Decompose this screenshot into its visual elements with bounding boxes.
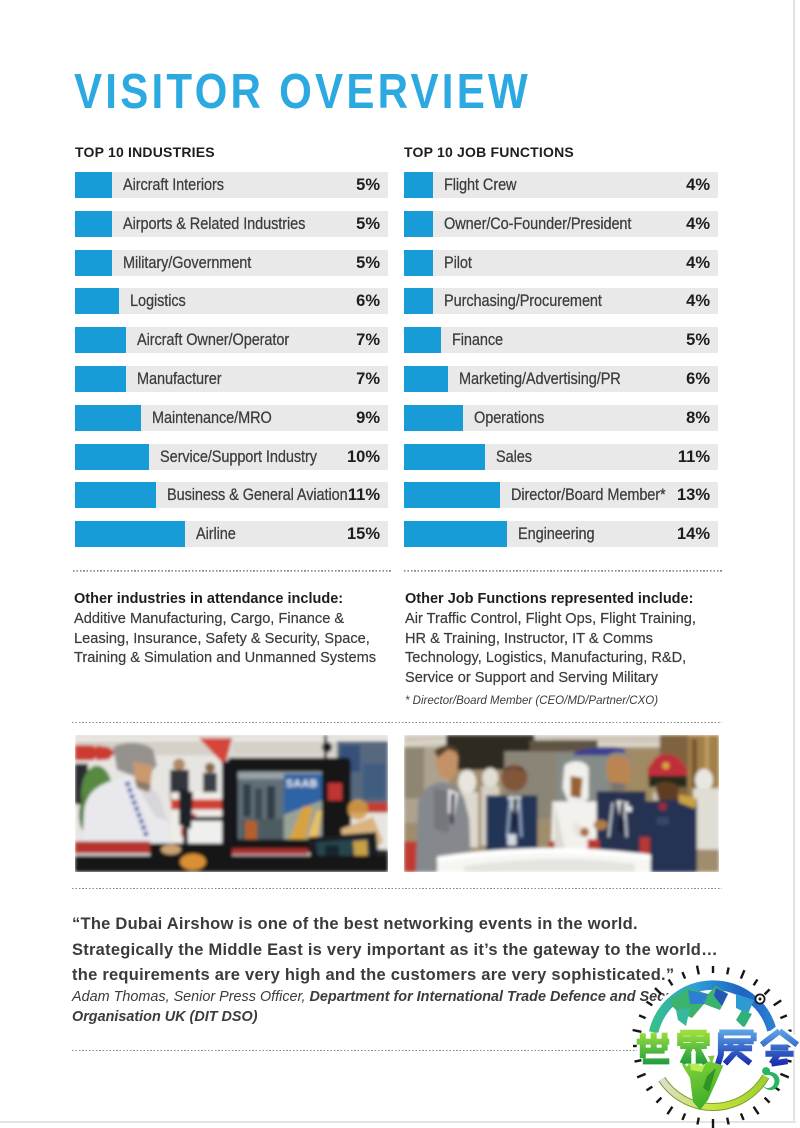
svg-text:SAAB: SAAB (286, 778, 318, 790)
